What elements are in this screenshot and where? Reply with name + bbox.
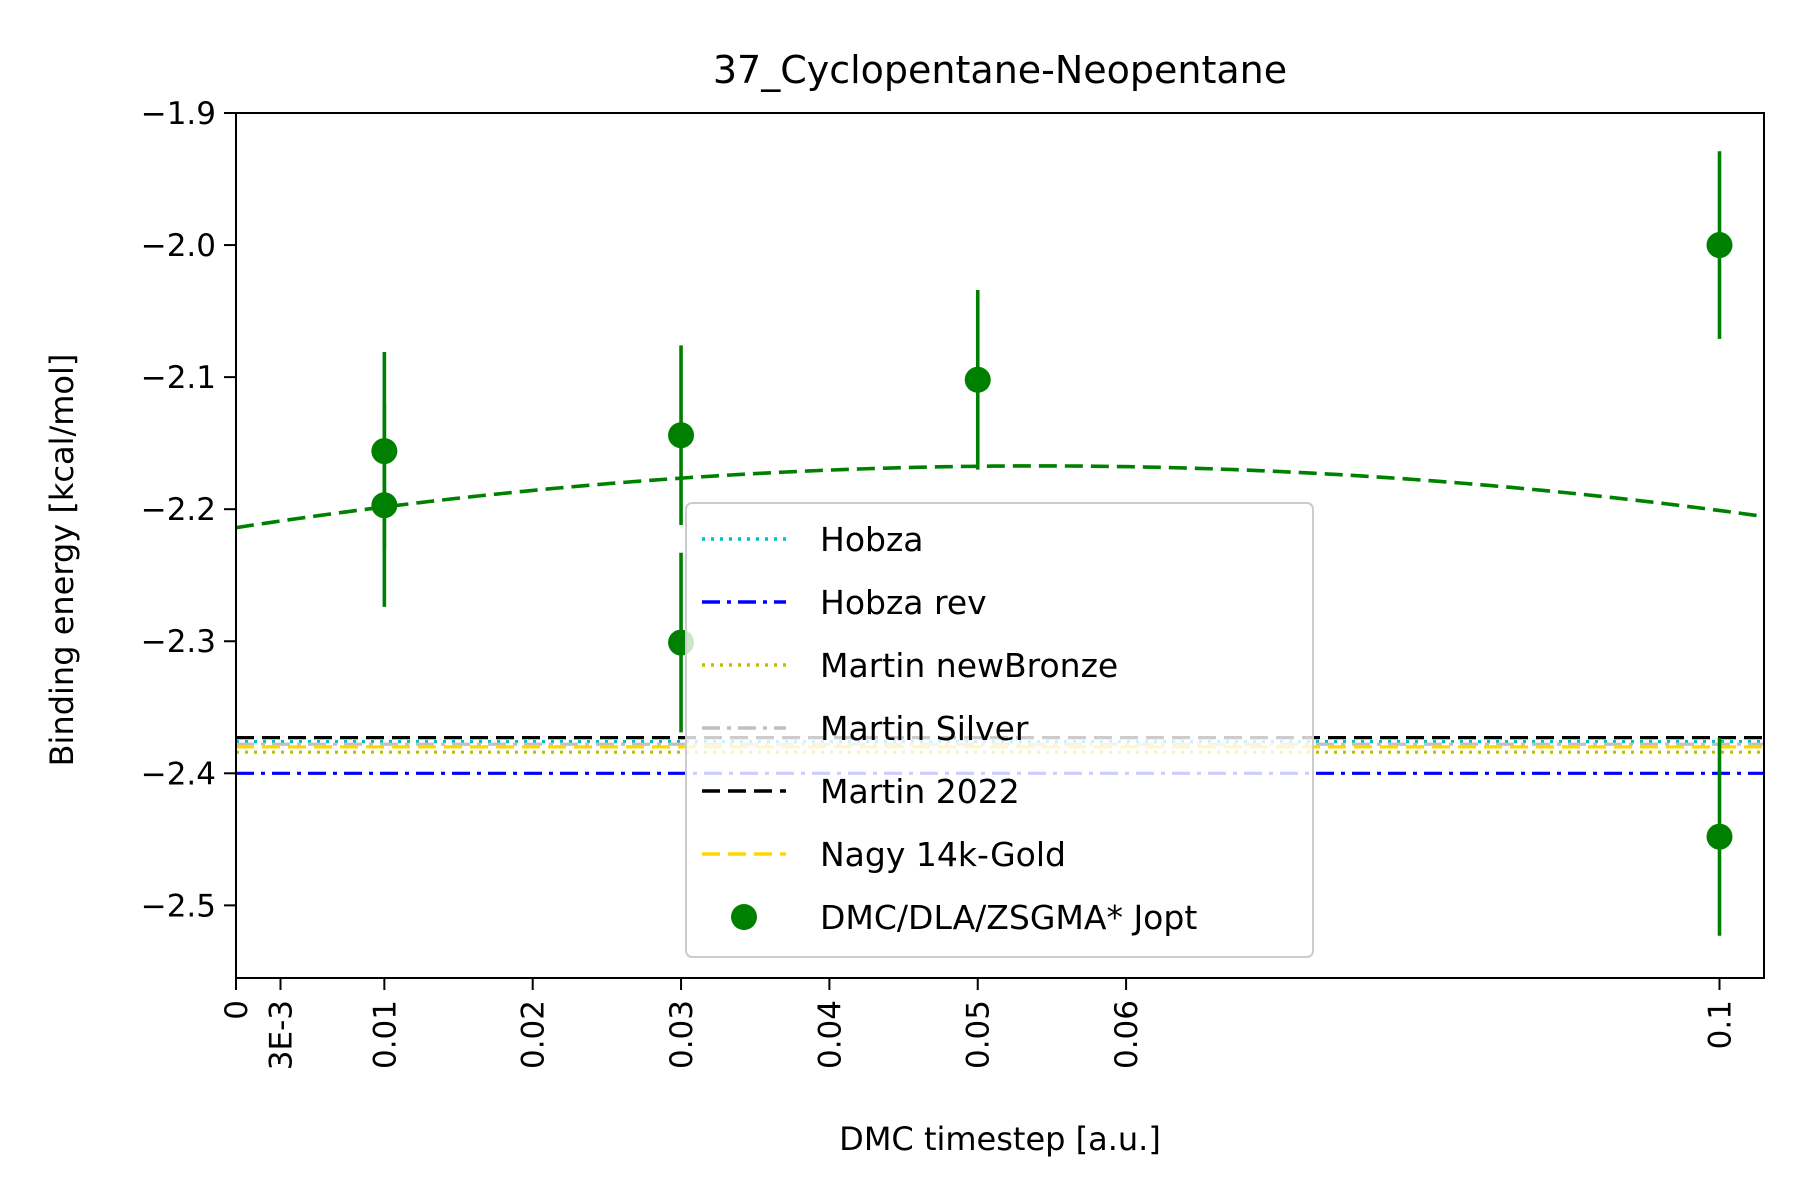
x-tick-label-0: 0 [219,1000,255,1020]
legend-label-1: Hobza rev [820,583,987,622]
fit-curve-layer [235,464,1765,530]
x-tick-label-7: 0.06 [1109,1000,1145,1069]
legend-box [685,502,1314,958]
data-point-1 [371,492,398,519]
legend-label-3: Martin Silver [820,709,1029,748]
legend-label-0: Hobza [820,520,924,559]
x-tick-label-8: 0.1 [1702,1000,1738,1049]
fit-curve [235,464,1765,530]
x-axis-title: DMC timestep [a.u.] [839,1120,1161,1158]
y-tick-label-0: −1.9 [141,96,216,132]
y-tick-label-3: −2.2 [141,492,216,528]
x-tick-label-6: 0.05 [961,1000,997,1069]
legend-label-4: Martin 2022 [820,772,1020,811]
y-tick-label-6: −2.5 [141,888,216,924]
data-point-2 [668,422,695,449]
legend-label-6: DMC/DLA/ZSGMA* Jopt [820,898,1197,937]
y-tick-label-5: −2.4 [141,756,216,792]
y-axis: −1.9 −2.0 −2.1 −2.2 −2.3 −2.4 −2.5 [141,96,236,924]
y-tick-label-4: −2.3 [141,624,216,660]
chart-title: 37_Cyclopentane-Neopentane [713,48,1287,92]
x-tick-label-4: 0.03 [664,1000,700,1069]
y-axis-title: Binding energy [kcal/mol] [43,354,81,767]
y-tick-label-1: −2.0 [141,228,216,264]
data-point-4 [964,366,991,393]
x-axis: 0 3E-3 0.01 0.02 0.03 0.04 0.05 0.06 0.1 [219,978,1738,1070]
data-point-5 [1706,232,1733,259]
plot-frame [235,112,1765,979]
x-tick-label-5: 0.04 [812,1000,848,1069]
legend-label-2: Martin newBronze [820,646,1118,685]
x-tick-label-1: 3E-3 [264,1000,300,1070]
data-point-6 [1706,823,1733,850]
legend-marker-6 [731,904,757,930]
legend: Hobza Hobza rev Martin newBronze Martin Sil… [685,502,1314,958]
legend-label-5: Nagy 14k-Gold [820,835,1066,874]
y-tick-label-2: −2.1 [141,360,216,396]
x-tick-label-3: 0.02 [516,1000,552,1069]
x-tick-label-2: 0.01 [367,1000,403,1069]
